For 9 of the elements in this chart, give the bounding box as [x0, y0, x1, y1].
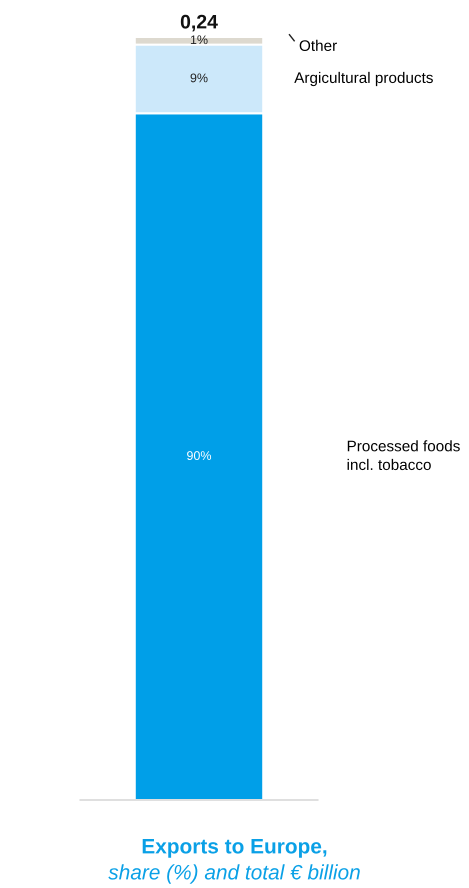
text: Exports to Europe, [142, 839, 326, 858]
data-label: 1% [190, 35, 208, 44]
data-label: 9% [190, 73, 208, 82]
text: 0,24 [180, 14, 218, 32]
text: Argicultural products [294, 72, 433, 86]
text: Other [300, 40, 337, 52]
data-label: 90% [187, 451, 212, 460]
text: share (%) and total € billion [108, 864, 360, 884]
text: Processed foods incl. tobacco [348, 440, 460, 470]
